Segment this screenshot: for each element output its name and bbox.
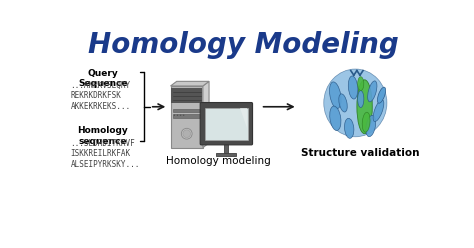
- Text: Homology
sequence: Homology sequence: [77, 126, 128, 146]
- Text: ...ANRKVSLQRY
REKRKDRKFSK
AKKEKRKEKS...: ...ANRKVSLQRY REKRKDRKFSK AKKEKRKEKS...: [71, 81, 130, 111]
- Circle shape: [182, 128, 192, 139]
- Text: Query
Sequence: Query Sequence: [78, 68, 128, 88]
- Bar: [224, 144, 228, 155]
- Text: ...SLDRDITKRVF
ISKKREILRKFAK
ALSEIPYRKSKY...: ...SLDRDITKRVF ISKKREILRKFAK ALSEIPYRKSK…: [71, 139, 140, 169]
- Polygon shape: [240, 108, 247, 128]
- Ellipse shape: [348, 76, 358, 99]
- FancyBboxPatch shape: [200, 102, 253, 145]
- Ellipse shape: [373, 100, 384, 122]
- Ellipse shape: [368, 81, 377, 102]
- Polygon shape: [171, 81, 209, 86]
- Text: Homology Modeling: Homology Modeling: [88, 31, 398, 59]
- Bar: [171, 88, 202, 103]
- Circle shape: [173, 115, 175, 116]
- Ellipse shape: [345, 118, 354, 138]
- Ellipse shape: [324, 69, 387, 137]
- Ellipse shape: [339, 94, 347, 112]
- Circle shape: [177, 115, 178, 116]
- Ellipse shape: [362, 112, 370, 132]
- Ellipse shape: [329, 82, 341, 109]
- Text: Structure validation: Structure validation: [301, 148, 420, 158]
- Ellipse shape: [330, 106, 341, 130]
- Bar: [173, 109, 201, 112]
- FancyBboxPatch shape: [171, 86, 203, 148]
- Circle shape: [180, 115, 182, 116]
- Ellipse shape: [357, 80, 372, 134]
- Ellipse shape: [377, 87, 386, 103]
- Bar: [205, 108, 247, 140]
- Ellipse shape: [358, 91, 364, 108]
- Circle shape: [183, 130, 191, 138]
- Bar: [216, 153, 236, 156]
- Bar: [173, 115, 201, 118]
- Ellipse shape: [358, 77, 364, 91]
- Text: Homology modeling: Homology modeling: [166, 156, 271, 166]
- Circle shape: [183, 115, 184, 116]
- Polygon shape: [203, 81, 209, 148]
- Ellipse shape: [366, 115, 376, 137]
